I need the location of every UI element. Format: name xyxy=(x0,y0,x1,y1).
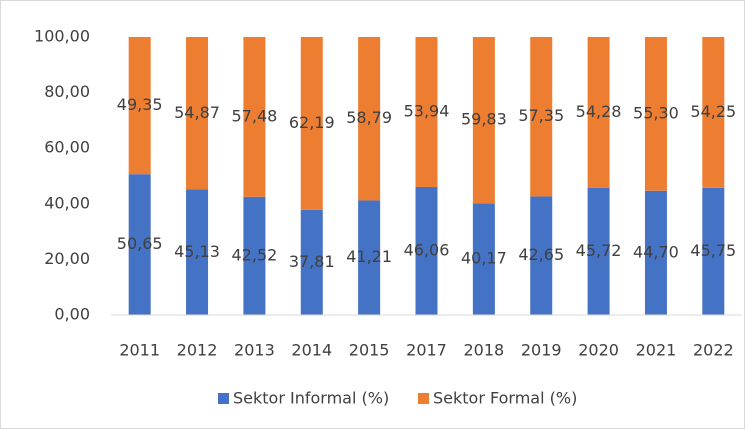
data-label: 42,65 xyxy=(518,245,564,264)
bar-segment xyxy=(587,37,610,188)
data-label: 45,75 xyxy=(690,241,736,260)
bar-segment xyxy=(587,187,610,315)
x-tick-label: 2022 xyxy=(693,341,734,360)
data-label: 57,35 xyxy=(518,106,564,125)
x-tick-label: 2015 xyxy=(349,341,390,360)
data-label: 49,35 xyxy=(117,95,163,114)
data-label: 62,19 xyxy=(289,113,335,132)
x-tick-label: 2019 xyxy=(521,341,562,360)
data-label: 53,94 xyxy=(404,101,450,120)
data-label: 55,30 xyxy=(633,103,679,122)
data-label: 57,48 xyxy=(232,106,278,125)
bar-segment xyxy=(358,200,381,315)
y-tick-label: 100,00 xyxy=(34,27,90,46)
bar-segment xyxy=(415,186,438,315)
x-tick-label: 2017 xyxy=(406,341,447,360)
bar-segment xyxy=(300,209,323,315)
y-tick-label: 80,00 xyxy=(44,82,90,101)
x-tick-label: 2012 xyxy=(177,341,218,360)
data-label: 46,06 xyxy=(404,240,450,259)
bar-segment xyxy=(702,187,725,315)
data-label: 45,13 xyxy=(174,242,220,261)
bar-segment xyxy=(415,37,438,187)
data-label: 54,28 xyxy=(576,102,622,121)
data-label: 44,70 xyxy=(633,242,679,261)
bar-segment xyxy=(644,37,667,191)
data-label: 59,83 xyxy=(461,110,507,129)
data-label: 54,25 xyxy=(690,102,736,121)
data-label: 58,79 xyxy=(346,108,392,127)
bar-segment xyxy=(186,189,209,315)
bar-segment xyxy=(243,37,266,197)
data-label: 45,72 xyxy=(576,241,622,260)
y-tick-label: 0,00 xyxy=(54,305,90,324)
data-label: 41,21 xyxy=(346,247,392,266)
data-label: 40,17 xyxy=(461,249,507,268)
data-label: 54,87 xyxy=(174,103,220,122)
bar-segment xyxy=(128,174,151,315)
bar-segment xyxy=(530,37,553,197)
bar-segment xyxy=(472,203,495,315)
bar-segment xyxy=(358,37,381,201)
bar-segment xyxy=(243,196,266,315)
y-tick-label: 60,00 xyxy=(44,138,90,157)
x-tick-label: 2014 xyxy=(291,341,332,360)
x-tick-label: 2013 xyxy=(234,341,275,360)
data-label: 42,52 xyxy=(232,245,278,264)
bar-segment xyxy=(530,196,553,315)
legend-label: Sektor Formal (%) xyxy=(433,389,577,408)
bar-segment xyxy=(472,37,495,204)
x-tick-label: 2018 xyxy=(464,341,505,360)
x-tick-label: 2011 xyxy=(119,341,160,360)
bar-segment xyxy=(300,37,323,210)
legend-label: Sektor Informal (%) xyxy=(233,389,389,408)
bar-segment xyxy=(186,37,209,190)
legend-swatch xyxy=(418,393,429,404)
x-tick-label: 2020 xyxy=(578,341,619,360)
bar-segment xyxy=(128,37,151,175)
y-tick-label: 40,00 xyxy=(44,193,90,212)
legend-swatch xyxy=(218,393,229,404)
data-label: 50,65 xyxy=(117,234,163,253)
bar-segment xyxy=(702,37,725,188)
y-tick-label: 20,00 xyxy=(44,249,90,268)
bar-segment xyxy=(644,190,667,315)
data-label: 37,81 xyxy=(289,252,335,271)
x-tick-label: 2021 xyxy=(636,341,677,360)
